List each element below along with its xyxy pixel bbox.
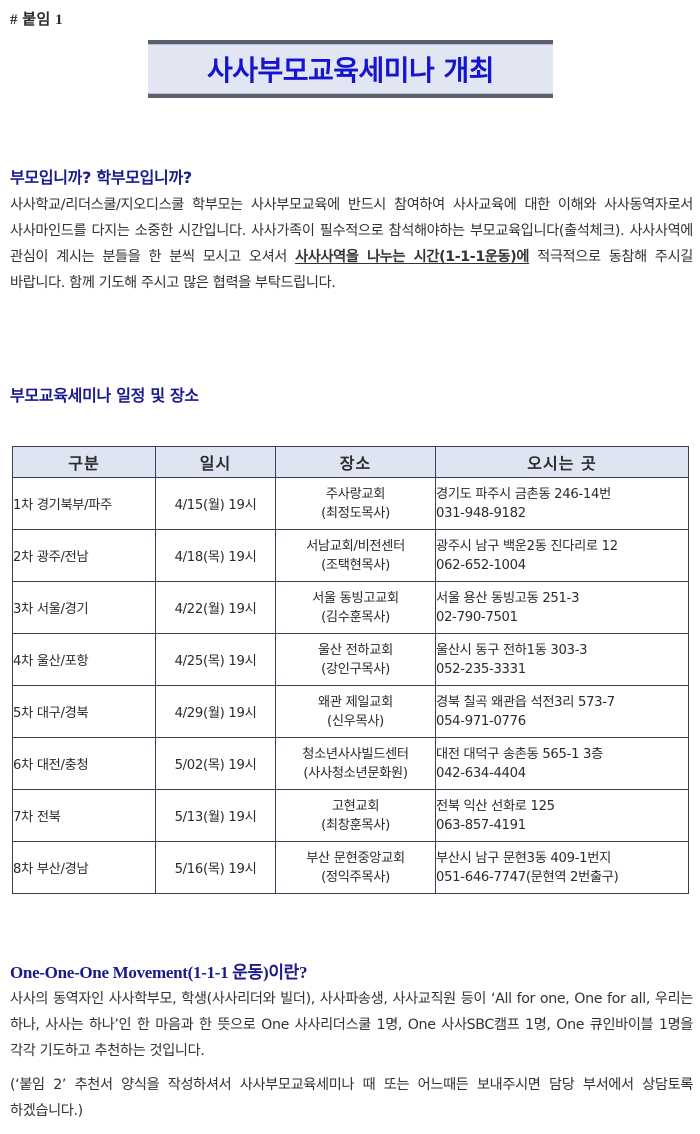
paragraph-intro-part1: 사사학교/리더스쿨/지오디스쿨 학부모는 사사부모교육에 반드시 참여하여 사사… bbox=[10, 197, 693, 265]
cell-address-phone: 031-948-9182 bbox=[436, 505, 526, 521]
cell-place-line2: (신우목사) bbox=[326, 713, 385, 729]
cell-address-line1: 경북 칠곡 왜관읍 석전3리 573-7 bbox=[436, 694, 615, 710]
cell-division: 3차 서울/경기 bbox=[12, 581, 156, 634]
table-row: 7차 전북 5/13(월) 19시 고현교회 (최창훈목사) 전북 익산 선화로 125… bbox=[12, 789, 689, 842]
cell-datetime: 4/25(목) 19시 bbox=[155, 633, 276, 686]
cell-address: 경기도 파주시 금촌동 246-14번 031-948-9182 bbox=[435, 477, 689, 530]
section-heading-parent: 부모입니까? 학부모입니까? bbox=[10, 168, 192, 187]
table-header-row: 구분 일시 장소 오시는 곳 bbox=[12, 446, 689, 478]
cell-place-line2: (최정도목사) bbox=[321, 505, 390, 521]
table-row: 6차 대전/충청 5/02(목) 19시 청소년사사빌드센터 (사사청소년문화원) 대전… bbox=[12, 737, 689, 790]
cell-address-line1: 대전 대덕구 송촌동 565-1 3층 bbox=[436, 746, 603, 762]
cell-address-phone: 042-634-4404 bbox=[436, 765, 526, 781]
cell-place-line2: (최창훈목사) bbox=[321, 817, 390, 833]
cell-division: 6차 대전/충청 bbox=[12, 737, 156, 790]
cell-place-line2: (조택현목사) bbox=[321, 557, 390, 573]
cell-address-line1: 광주시 남구 백운2동 진다리로 12 bbox=[436, 538, 618, 554]
cell-place-line1: 서울 동빙고교회 bbox=[312, 590, 399, 606]
cell-division: 1차 경기북부/파주 bbox=[12, 477, 156, 530]
cell-address: 전북 익산 선화로 125 063-857-4191 bbox=[435, 789, 689, 842]
cell-datetime: 5/13(월) 19시 bbox=[155, 789, 276, 842]
cell-place-line1: 왜관 제일교회 bbox=[318, 694, 393, 710]
cell-place-line1: 울산 전하교회 bbox=[318, 642, 393, 658]
cell-address: 경북 칠곡 왜관읍 석전3리 573-7 054-971-0776 bbox=[435, 685, 689, 738]
cell-place: 부산 문현중앙교회 (정익주목사) bbox=[275, 841, 436, 894]
paragraph-movement-note: (‘붙임 2’ 추천서 양식을 작성하셔서 사사부모교육세미나 때 또는 어느때… bbox=[10, 1077, 693, 1119]
table-row: 8차 부산/경남 5/16(목) 19시 부산 문현중앙교회 (정익주목사) 부산시 남… bbox=[12, 841, 689, 894]
cell-place-line1: 서남교회/비전센터 bbox=[306, 538, 405, 554]
cell-datetime: 4/18(목) 19시 bbox=[155, 529, 276, 582]
cell-address-phone: 062-652-1004 bbox=[436, 557, 526, 573]
table-row: 5차 대구/경북 4/29(월) 19시 왜관 제일교회 (신우목사) 경북 칠곡 왜관… bbox=[12, 685, 689, 738]
cell-address-line1: 서울 용산 동빙고동 251-3 bbox=[436, 590, 580, 606]
column-header-division: 구분 bbox=[12, 446, 156, 478]
table-row: 4차 울산/포항 4/25(목) 19시 울산 전하교회 (강인구목사) 울산시 동구 … bbox=[12, 633, 689, 686]
cell-division: 5차 대구/경북 bbox=[12, 685, 156, 738]
section-heading-movement: One-One-One Movement(1-1-1 운동)이란? bbox=[10, 963, 308, 982]
cell-address-line1: 경기도 파주시 금촌동 246-14번 bbox=[436, 486, 611, 502]
cell-place-line1: 청소년사사빌드센터 bbox=[302, 746, 409, 762]
table-row: 3차 서울/경기 4/22(월) 19시 서울 동빙고교회 (김수훈목사) 서울 용산 … bbox=[12, 581, 689, 634]
cell-place: 청소년사사빌드센터 (사사청소년문화원) bbox=[275, 737, 436, 790]
paragraph-intro: 사사학교/리더스쿨/지오디스쿨 학부모는 사사부모교육에 반드시 참여하여 사사… bbox=[10, 192, 693, 296]
cell-place: 왜관 제일교회 (신우목사) bbox=[275, 685, 436, 738]
cell-place-line2: (정익주목사) bbox=[321, 869, 390, 885]
cell-division: 2차 광주/전남 bbox=[12, 529, 156, 582]
section-heading-schedule: 부모교육세미나 일정 및 장소 bbox=[10, 386, 199, 405]
cell-place: 울산 전하교회 (강인구목사) bbox=[275, 633, 436, 686]
cell-address: 광주시 남구 백운2동 진다리로 12 062-652-1004 bbox=[435, 529, 689, 582]
column-header-datetime: 일시 bbox=[155, 446, 276, 478]
cell-datetime: 4/29(월) 19시 bbox=[155, 685, 276, 738]
cell-place-line2: (김수훈목사) bbox=[321, 609, 390, 625]
title-banner-inner: 사사부모교육세미나 개최 bbox=[148, 44, 553, 94]
cell-place-line2: (사사청소년문화원) bbox=[303, 765, 408, 781]
cell-address: 울산시 동구 전하1동 303-3 052-235-3331 bbox=[435, 633, 689, 686]
paragraph-intro-underlined: 사사사역을 나누는 시간(1-1-1운동)에 bbox=[295, 249, 530, 265]
paragraph-movement: 사사의 동역자인 사사학부모, 학생(사사리더와 빌더), 사사파송생, 사사교… bbox=[10, 991, 693, 1059]
banner-title-text: 사사부모교육세미나 개최 bbox=[206, 54, 495, 87]
cell-address-phone: 063-857-4191 bbox=[436, 817, 526, 833]
cell-datetime: 4/22(월) 19시 bbox=[155, 581, 276, 634]
cell-place: 서울 동빙고교회 (김수훈목사) bbox=[275, 581, 436, 634]
cell-datetime: 4/15(월) 19시 bbox=[155, 477, 276, 530]
cell-address-phone: 054-971-0776 bbox=[436, 713, 526, 729]
cell-place-line1: 주사랑교회 bbox=[325, 486, 386, 502]
table-row: 1차 경기북부/파주 4/15(월) 19시 주사랑교회 (최정도목사) 경기도 파주시… bbox=[12, 477, 689, 530]
cell-place-line2: (강인구목사) bbox=[321, 661, 390, 677]
cell-address: 부산시 남구 문현3동 409-1번지 051-646-7747(문현역 2번출구… bbox=[435, 841, 689, 894]
cell-place: 서남교회/비전센터 (조택현목사) bbox=[275, 529, 436, 582]
schedule-table: 구분 일시 장소 오시는 곳 1차 경기북부/파주 4/15(월) 19시 주사랑교… bbox=[12, 446, 689, 894]
attachment-label: # 붙임 1 bbox=[10, 12, 64, 28]
cell-division: 4차 울산/포항 bbox=[12, 633, 156, 686]
table-row: 2차 광주/전남 4/18(목) 19시 서남교회/비전센터 (조택현목사) 광주시 남… bbox=[12, 529, 689, 582]
cell-datetime: 5/16(목) 19시 bbox=[155, 841, 276, 894]
title-banner: 사사부모교육세미나 개최 bbox=[148, 40, 553, 98]
cell-place-line1: 부산 문현중앙교회 bbox=[306, 850, 405, 866]
cell-address-phone: 02-790-7501 bbox=[436, 609, 518, 625]
cell-address-phone: 051-646-7747(문현역 2번출구) bbox=[436, 869, 619, 885]
cell-division: 8차 부산/경남 bbox=[12, 841, 156, 894]
paragraph-intro-part2: 적극적으로 동참해 주시길 바랍니다. 함께 기도해 주시고 많은 협력을 부탁… bbox=[10, 249, 693, 291]
cell-address-line1: 부산시 남구 문현3동 409-1번지 bbox=[436, 850, 611, 866]
cell-division: 7차 전북 bbox=[12, 789, 156, 842]
cell-address-line1: 전북 익산 선화로 125 bbox=[436, 798, 555, 814]
column-header-place: 장소 bbox=[275, 446, 436, 478]
cell-place: 주사랑교회 (최정도목사) bbox=[275, 477, 436, 530]
column-header-address: 오시는 곳 bbox=[435, 446, 689, 478]
cell-address-line1: 울산시 동구 전하1동 303-3 bbox=[436, 642, 588, 658]
cell-datetime: 5/02(목) 19시 bbox=[155, 737, 276, 790]
cell-address: 대전 대덕구 송촌동 565-1 3층 042-634-4404 bbox=[435, 737, 689, 790]
cell-place: 고현교회 (최창훈목사) bbox=[275, 789, 436, 842]
cell-place-line1: 고현교회 bbox=[331, 798, 380, 814]
cell-address-phone: 052-235-3331 bbox=[436, 661, 526, 677]
cell-address: 서울 용산 동빙고동 251-3 02-790-7501 bbox=[435, 581, 689, 634]
